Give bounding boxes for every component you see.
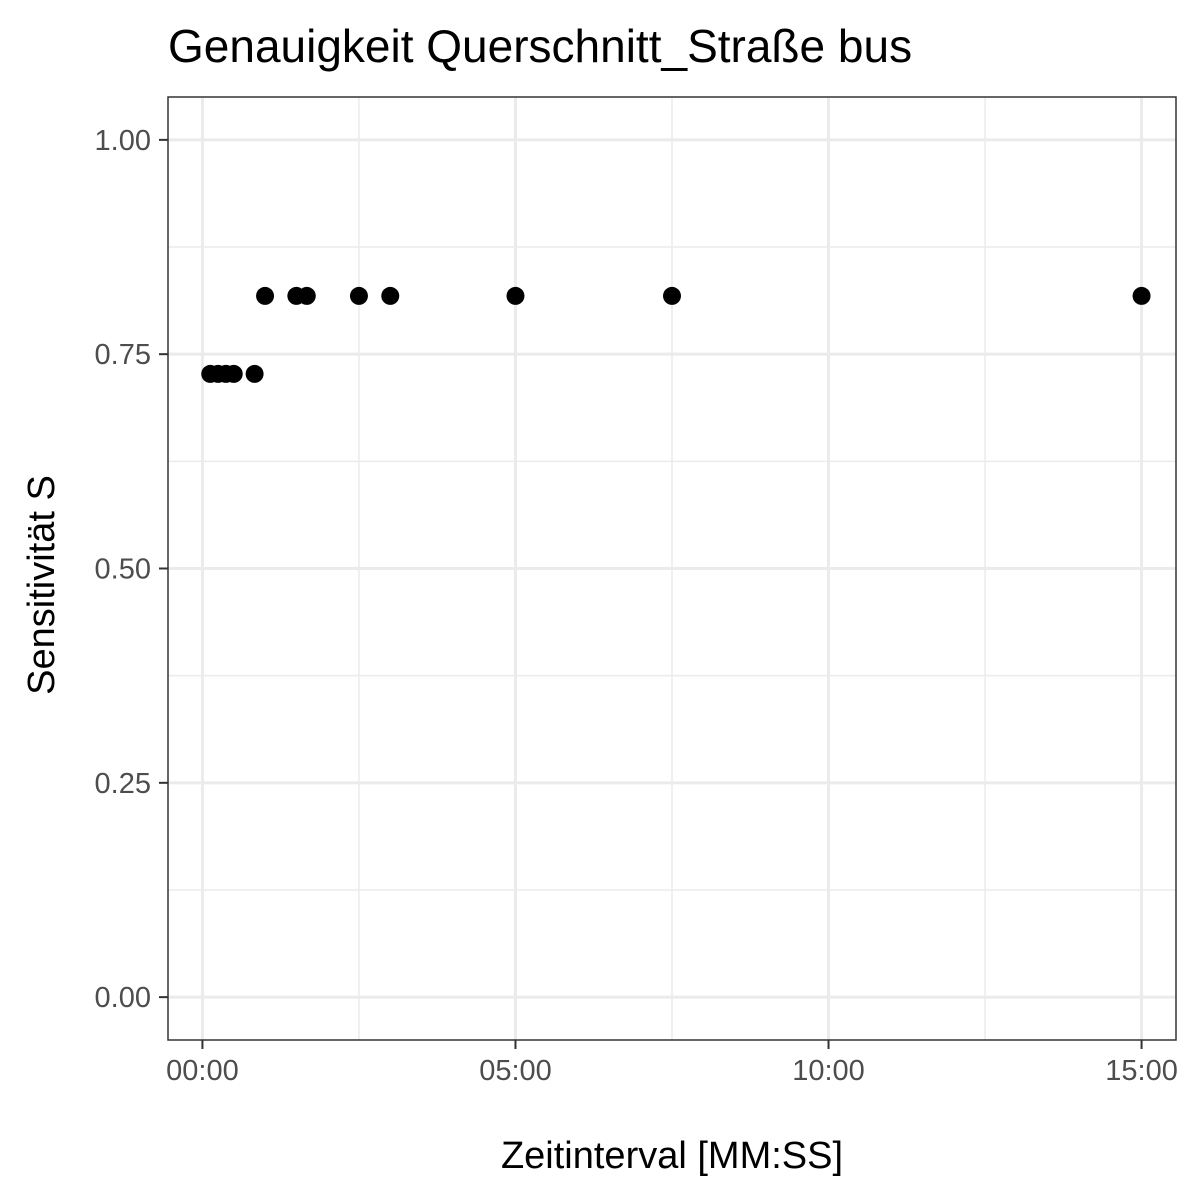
data-point	[381, 286, 400, 305]
data-point	[663, 286, 681, 305]
data-point	[224, 364, 243, 383]
y-tick-label: 0.00	[95, 982, 151, 1014]
y-tick-label: 0.50	[95, 554, 151, 586]
data-point	[506, 286, 525, 305]
x-tick-label: 15:00	[1105, 1055, 1178, 1087]
y-axis-title: Sensitivität S	[21, 475, 63, 695]
x-axis-title: Zeitinterval [MM:SS]	[501, 1135, 843, 1177]
chart-title: Genauigkeit Querschnitt_Straße bus	[168, 20, 912, 72]
x-tick-label: 10:00	[792, 1055, 865, 1087]
x-tick-label: 05:00	[479, 1055, 552, 1087]
y-tick-label: 0.25	[95, 768, 151, 800]
major-gridlines	[168, 97, 1176, 1040]
data-point	[1132, 286, 1151, 305]
x-tick-label: 00:00	[166, 1055, 239, 1087]
data-point	[256, 286, 275, 305]
data-point	[349, 286, 368, 305]
x-axis-ticks: 00:00 05:00 10:00 15:00	[166, 1040, 1178, 1087]
y-tick-label: 1.00	[95, 125, 151, 157]
y-axis-ticks: 0.00 0.25 0.50 0.75 1.00	[95, 125, 168, 1014]
y-tick-label: 0.75	[95, 339, 151, 371]
data-point	[245, 364, 264, 383]
data-points	[201, 286, 1151, 383]
data-point	[297, 286, 316, 305]
